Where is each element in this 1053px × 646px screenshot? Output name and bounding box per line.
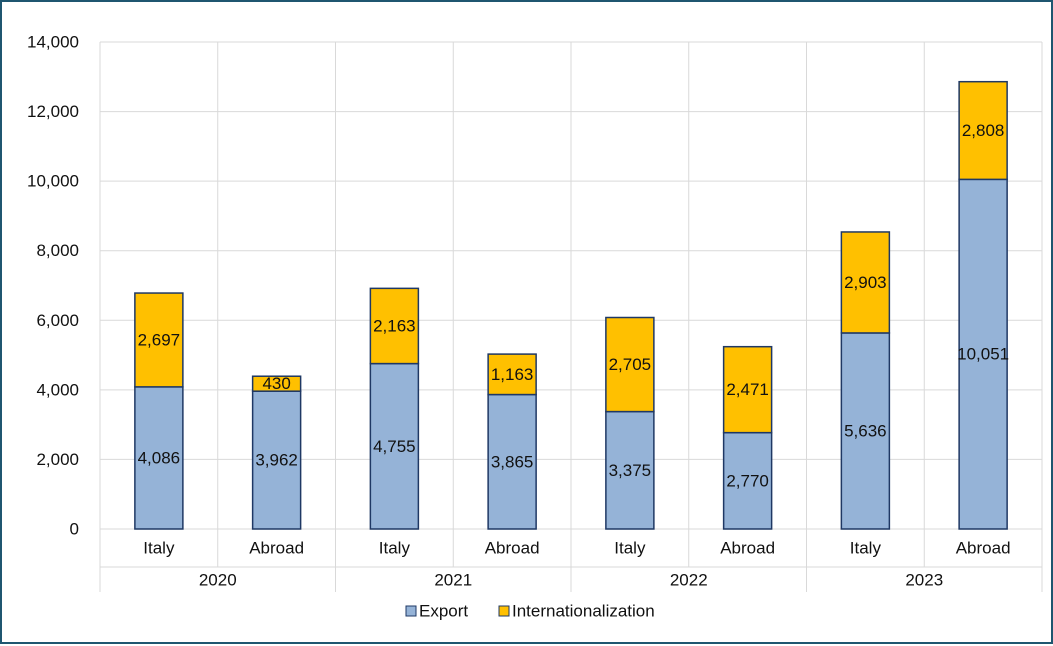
y-tick-label: 0 (70, 520, 79, 539)
data-label-export: 3,375 (609, 461, 652, 480)
bar-export (605, 410, 655, 530)
bar-internationalization (722, 345, 773, 434)
data-label-internationalization: 2,163 (373, 316, 416, 335)
y-tick-label: 4,000 (36, 380, 79, 399)
x-group-label: 2020 (199, 571, 237, 590)
data-label-export: 5,636 (844, 421, 887, 440)
data-label-export: 4,755 (373, 437, 416, 456)
bar-export (958, 178, 1008, 530)
bar-internationalization (958, 80, 1008, 181)
bar-internationalization (840, 231, 891, 334)
x-category-label: Abroad (720, 539, 775, 558)
data-label-export: 3,865 (491, 452, 534, 471)
y-tick-label: 2,000 (36, 450, 79, 469)
data-label-internationalization: 2,471 (726, 380, 769, 399)
x-group-label: 2022 (670, 571, 708, 590)
x-category-label: Italy (379, 539, 411, 558)
y-tick-label: 14,000 (27, 33, 79, 52)
bar-internationalization (369, 287, 420, 365)
data-label-internationalization: 1,163 (491, 365, 534, 384)
x-category-label: Abroad (249, 539, 304, 558)
bar-internationalization (251, 375, 302, 392)
bar-export (722, 431, 773, 530)
x-group-label: 2021 (434, 571, 472, 590)
x-group-label: 2023 (905, 571, 943, 590)
bar-internationalization (487, 353, 537, 396)
data-label-export: 4,086 (138, 448, 181, 467)
legend-swatch-internationalization (498, 605, 510, 617)
bar-internationalization (605, 316, 655, 413)
y-tick-label: 12,000 (27, 102, 79, 121)
x-category-label: Abroad (956, 539, 1011, 558)
x-category-label: Italy (143, 539, 175, 558)
data-label-internationalization: 2,808 (962, 121, 1005, 140)
x-category-label: Italy (614, 539, 646, 558)
legend-label-internationalization: Internationalization (512, 602, 655, 621)
data-label-internationalization: 2,705 (609, 355, 652, 374)
data-label-export: 3,962 (255, 451, 298, 470)
x-category-label: Italy (850, 539, 882, 558)
data-label-internationalization: 2,697 (138, 330, 181, 349)
legend-label-export: Export (419, 602, 468, 621)
data-label-internationalization: 430 (262, 374, 290, 393)
y-tick-label: 8,000 (36, 241, 79, 260)
data-label-export: 10,051 (957, 345, 1009, 364)
bar-internationalization (134, 292, 184, 388)
data-label-export: 2,770 (726, 471, 769, 490)
x-category-label: Abroad (485, 539, 540, 558)
data-label-internationalization: 2,903 (844, 273, 887, 292)
y-tick-label: 10,000 (27, 172, 79, 191)
y-tick-label: 6,000 (36, 311, 79, 330)
legend-swatch-export (405, 605, 417, 617)
bar-export (487, 393, 537, 530)
